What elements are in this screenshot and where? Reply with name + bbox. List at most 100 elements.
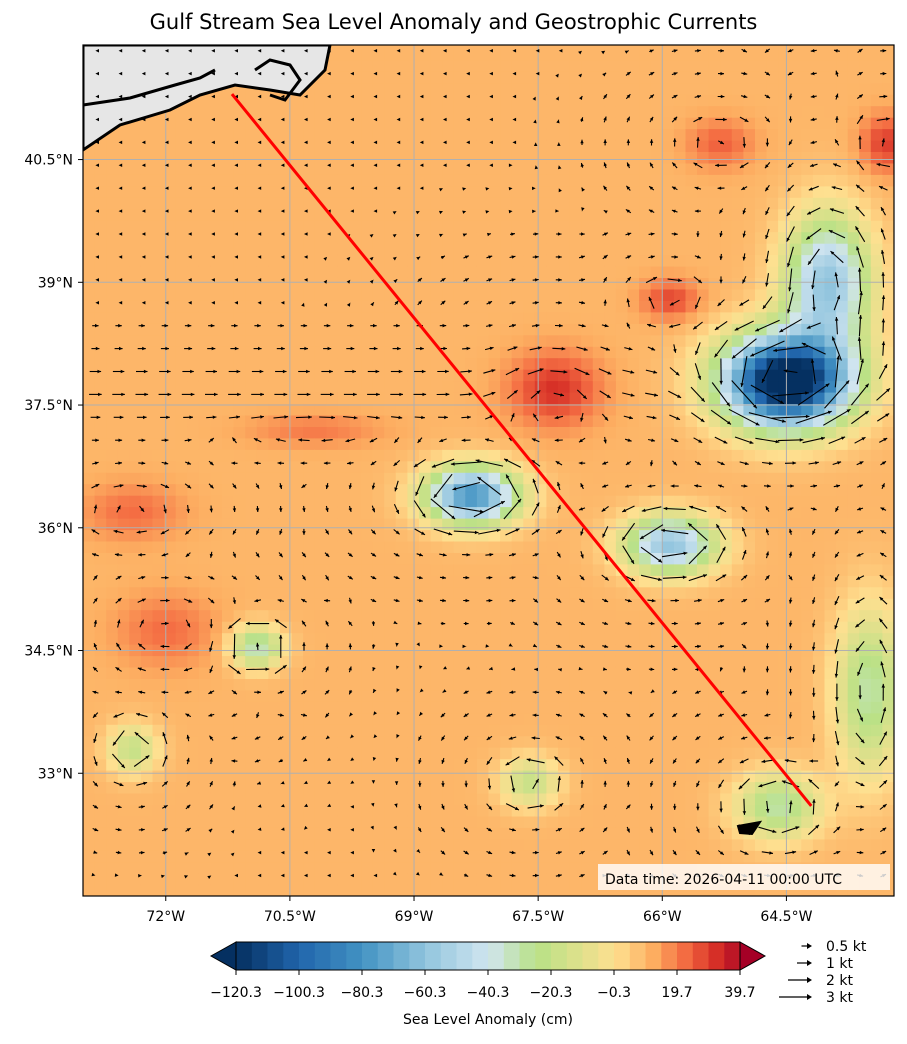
- sla-cell: [395, 174, 408, 187]
- sla-cell: [164, 437, 177, 450]
- sla-cell: [326, 609, 339, 622]
- sla-cell: [523, 529, 536, 542]
- sla-cell: [106, 770, 119, 783]
- sla-cell: [326, 151, 339, 164]
- sla-cell: [94, 277, 107, 290]
- sla-cell: [140, 884, 154, 896]
- sla-cell: [812, 804, 826, 817]
- sla-cell: [731, 357, 744, 370]
- sla-cell: [662, 701, 675, 714]
- sla-cell: [94, 518, 107, 531]
- sla-cell: [372, 827, 385, 840]
- sla-cell: [604, 346, 617, 359]
- sla-cell: [720, 117, 733, 130]
- sla-cell: [326, 117, 339, 130]
- sla-cell: [836, 300, 849, 313]
- sla-cell: [569, 185, 582, 198]
- sla-cell: [743, 197, 756, 210]
- sla-cell: [268, 346, 281, 359]
- sla-cell: [187, 701, 200, 714]
- sla-cell: [500, 277, 513, 290]
- sla-cell: [685, 506, 698, 519]
- sla-cell: [419, 426, 432, 439]
- sla-cell: [650, 563, 663, 576]
- sla-cell: [419, 45, 432, 49]
- sla-cell: [175, 529, 188, 542]
- sla-cell: [662, 71, 675, 84]
- sla-cell: [615, 59, 629, 72]
- sla-cell: [210, 781, 223, 794]
- sla-cell: [326, 391, 339, 404]
- sla-cell: [650, 117, 663, 130]
- sla-cell: [766, 735, 779, 748]
- sla-cell: [106, 666, 119, 679]
- sla-cell: [210, 827, 223, 840]
- sla-cell: [662, 162, 675, 175]
- sla-cell: [847, 483, 860, 496]
- sla-cell: [395, 689, 408, 702]
- sla-cell: [140, 414, 154, 427]
- sla-cell: [349, 586, 362, 599]
- sla-cell: [639, 174, 652, 187]
- sla-cell: [743, 678, 756, 691]
- sla-cell: [511, 288, 524, 301]
- sla-cell: [326, 243, 339, 256]
- sla-cell: [210, 128, 223, 141]
- sla-cell: [569, 701, 582, 714]
- sla-cell: [720, 369, 733, 382]
- sla-cell: [708, 540, 721, 553]
- sla-cell: [430, 815, 443, 828]
- sla-cell: [117, 815, 130, 828]
- sla-cell: [129, 437, 142, 450]
- sla-cell: [639, 208, 652, 221]
- sla-cell: [407, 781, 420, 794]
- sla-cell: [430, 265, 443, 278]
- sla-cell: [152, 220, 165, 233]
- sla-cell: [465, 59, 478, 72]
- sla-cell: [384, 243, 397, 256]
- sla-cell: [847, 701, 860, 714]
- sla-cell: [465, 518, 478, 531]
- sla-cell: [673, 265, 687, 278]
- sla-cell: [187, 563, 200, 576]
- sla-cell: [604, 105, 617, 118]
- sla-cell: [280, 414, 293, 427]
- sla-cell: [627, 391, 640, 404]
- sla-cell: [639, 105, 652, 118]
- sla-cell: [152, 850, 165, 863]
- sla-cell: [697, 540, 710, 553]
- sla-cell: [164, 220, 177, 233]
- sla-cell: [673, 277, 687, 290]
- sla-cell: [175, 311, 188, 324]
- sla-cell: [268, 391, 281, 404]
- sla-cell: [812, 300, 826, 313]
- sla-cell: [94, 288, 107, 301]
- sla-cell: [569, 391, 582, 404]
- sla-cell: [569, 346, 582, 359]
- sla-cell: [708, 747, 721, 760]
- sla-cell: [419, 265, 432, 278]
- sla-cell: [546, 197, 559, 210]
- sla-cell: [94, 460, 107, 473]
- sla-cell: [245, 391, 258, 404]
- sla-cell: [83, 231, 96, 244]
- sla-cell: [303, 414, 316, 427]
- sla-cell: [210, 208, 223, 221]
- sla-cell: [778, 666, 791, 679]
- sla-cell: [175, 117, 188, 130]
- sla-cell: [106, 861, 119, 874]
- sla-cell: [164, 506, 177, 519]
- sla-cell: [627, 724, 640, 737]
- sla-cell: [187, 666, 200, 679]
- sla-cell: [476, 552, 490, 565]
- sla-cell: [755, 208, 768, 221]
- sla-cell: [697, 460, 710, 473]
- sla-cell: [847, 712, 860, 725]
- sla-cell: [847, 781, 860, 794]
- sla-cell: [650, 735, 663, 748]
- sla-cell: [291, 94, 304, 107]
- sla-cell: [778, 403, 791, 416]
- sla-cell: [523, 747, 536, 760]
- sla-cell: [106, 231, 119, 244]
- sla-cell: [326, 265, 339, 278]
